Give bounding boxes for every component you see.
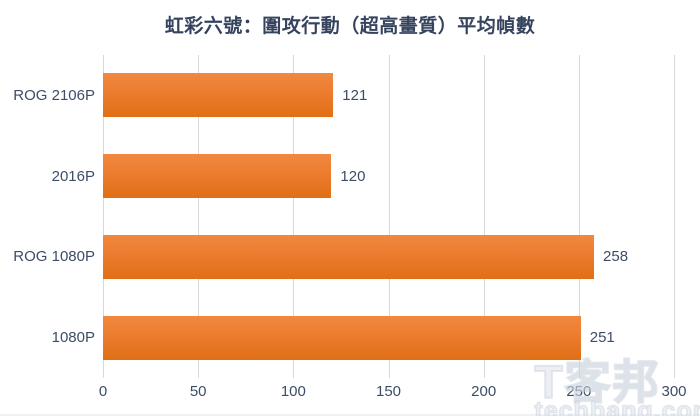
chart-title: 虹彩六號：圍攻行動（超高畫質）平均幀數 (164, 16, 536, 37)
value-label-rog-1080p: 258 (603, 248, 629, 266)
bar-row-rog-1080p: 258 (103, 217, 674, 298)
plot-area: 121 120 258 251 (103, 55, 675, 378)
x-tick-150: 150 (375, 383, 402, 400)
gridline-100 (293, 55, 295, 378)
bar-row-1080p: 251 (103, 297, 674, 378)
gridline-200 (483, 55, 485, 378)
x-tick-100: 100 (280, 383, 306, 400)
bar-2016p (103, 154, 332, 199)
value-label-rog-2106p: 121 (342, 86, 368, 104)
gridline-300 (674, 55, 675, 378)
gridline-0 (103, 55, 104, 378)
gridline-250 (578, 55, 580, 378)
value-label-2016p: 120 (340, 167, 366, 185)
gridline-50 (198, 55, 200, 378)
x-tick-0: 0 (98, 383, 108, 400)
gridline-150 (388, 55, 390, 378)
bar-row-2016p: 120 (103, 136, 674, 217)
x-tick-200: 200 (471, 383, 497, 400)
value-label-1080p: 251 (589, 329, 615, 347)
x-tick-50: 50 (189, 383, 207, 400)
x-axis-labels: 0 50 100 150 200 250 300 (99, 383, 687, 403)
bar-rog-1080p (103, 234, 595, 279)
bar-rows: 121 120 258 251 (103, 55, 674, 378)
category-label-rog-2106p: ROG 2106P (13, 86, 95, 104)
x-tick-300: 300 (661, 383, 687, 400)
y-axis-labels: ROG 2106P 2016P ROG 1080P 1080P (0, 55, 95, 378)
x-tick-250: 250 (566, 383, 592, 400)
bar-rog-2106p (103, 73, 334, 118)
bar-1080p (103, 315, 581, 360)
category-label-rog-1080p: ROG 1080P (13, 248, 95, 266)
bar-row-rog-2106p: 121 (103, 55, 674, 136)
category-label-2016p: 2016P (51, 167, 95, 185)
category-label-1080p: 1080P (51, 329, 95, 347)
